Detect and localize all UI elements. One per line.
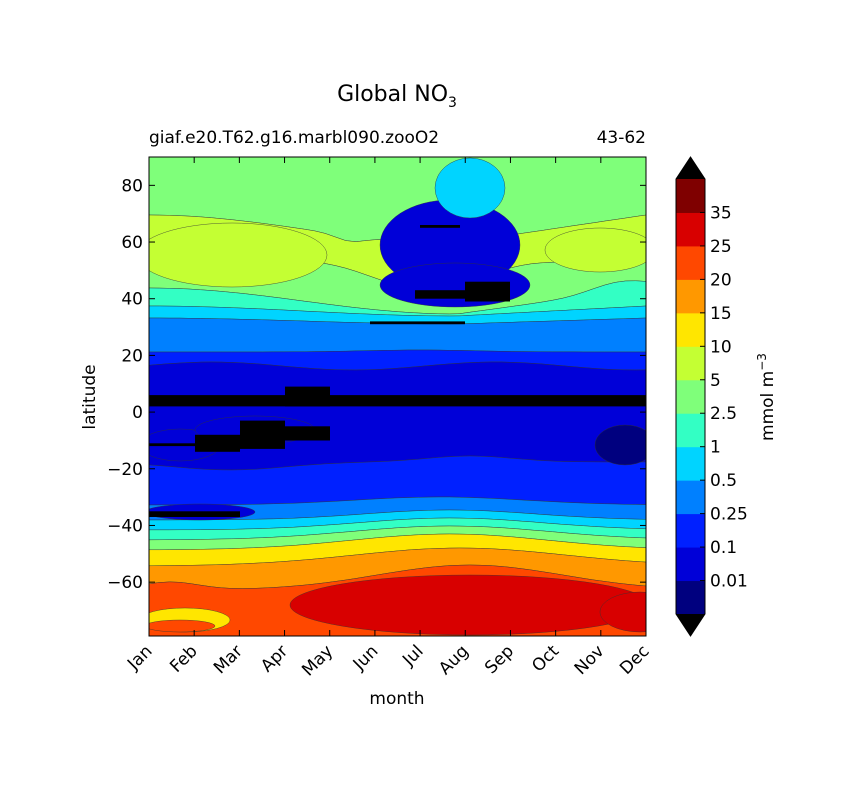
y-tick-label: −40 — [107, 516, 143, 536]
contour-band — [149, 361, 646, 471]
colorbar-segment — [676, 446, 705, 481]
y-tick-label: 60 — [121, 233, 143, 253]
x-tick-label: Sep — [481, 641, 518, 678]
colorbar-segment — [676, 580, 705, 615]
colorbar-tick-label: 20 — [710, 270, 732, 290]
y-axis: 80 60 40 20 0 −20 −40 −60 — [107, 176, 646, 593]
colorbar-segment — [676, 312, 705, 347]
contour-feature — [149, 619, 216, 633]
masked-region — [149, 511, 240, 517]
colorbar-tick-label: 25 — [710, 237, 732, 257]
colorbar: 0.01 0.1 0.25 0.5 1 2.5 5 10 15 20 25 35 — [675, 156, 748, 637]
x-tick-label: Mar — [210, 641, 247, 678]
colorbar-segment — [676, 413, 705, 448]
x-tick-label: Feb — [166, 641, 201, 676]
colorbar-segment — [676, 212, 705, 247]
colorbar-segment — [676, 547, 705, 582]
x-tick-label: Apr — [257, 641, 292, 676]
y-tick-label: 80 — [121, 176, 143, 196]
masked-region — [240, 420, 285, 449]
masked-region — [465, 281, 510, 302]
y-axis-label: latitude — [80, 364, 100, 429]
contour-feature — [434, 157, 506, 219]
y-tick-label: 0 — [132, 403, 143, 423]
colorbar-tick-label: 0.5 — [710, 471, 737, 491]
colorbar-segment — [676, 379, 705, 414]
colorbar-tick-label: 0.25 — [710, 505, 748, 525]
masked-region — [285, 426, 330, 441]
masked-region — [420, 225, 460, 228]
colorbar-extend-max — [676, 157, 705, 179]
colorbar-segment — [676, 179, 705, 213]
contour-feature — [599, 591, 646, 633]
contour-feature — [289, 574, 646, 636]
x-tick-label: Jan — [123, 641, 156, 674]
x-tick-label: Aug — [435, 641, 473, 679]
colorbar-tick-label: 15 — [710, 304, 732, 324]
colorbar-segment — [676, 279, 705, 314]
x-tick-label: Jun — [349, 641, 383, 675]
y-tick-label: −60 — [107, 573, 143, 593]
colorbar-frame — [675, 156, 706, 637]
year-range-label: 43-62 — [597, 128, 646, 148]
masked-region — [149, 395, 646, 407]
contour-feature — [594, 424, 646, 466]
masked-region — [370, 321, 465, 325]
colorbar-tick-label: 1 — [710, 438, 721, 458]
colorbar-segment — [676, 245, 705, 280]
colorbar-extend-min — [676, 614, 705, 636]
colorbar-tick-label: 0.01 — [710, 572, 748, 592]
chart-title: Global NO3 — [337, 82, 457, 111]
y-tick-label: 20 — [121, 346, 143, 366]
colorbar-label: mmol m−3 — [755, 353, 778, 441]
x-axis-label: month — [369, 689, 424, 709]
colorbar-tick-label: 10 — [710, 337, 732, 357]
run-name-label: giaf.e20.T62.g16.marbl090.zooO2 — [149, 128, 439, 148]
x-tick-label: May — [298, 641, 337, 680]
masked-region — [415, 290, 465, 299]
colorbar-tick-label: 0.1 — [710, 538, 737, 558]
colorbar-tick-label: 2.5 — [710, 404, 737, 424]
contour-plot-area — [149, 157, 646, 636]
colorbar-segment — [676, 346, 705, 381]
x-tick-label: Oct — [528, 641, 563, 676]
y-tick-label: −20 — [107, 460, 143, 480]
masked-region — [285, 386, 330, 407]
contour-feature — [149, 222, 328, 288]
masked-region — [149, 443, 195, 447]
colorbar-segment — [676, 513, 705, 548]
contour-feature — [544, 227, 646, 273]
colorbar-segment — [676, 480, 705, 515]
y-tick-label: 40 — [121, 290, 143, 310]
plot-frame — [148, 156, 647, 637]
x-tick-label: Nov — [571, 641, 609, 679]
x-tick-label: Dec — [616, 641, 653, 678]
colorbar-tick-label: 5 — [710, 371, 721, 391]
colorbar-tick-label: 35 — [710, 203, 732, 223]
x-tick-label: Jul — [398, 641, 427, 670]
masked-region — [195, 434, 240, 452]
